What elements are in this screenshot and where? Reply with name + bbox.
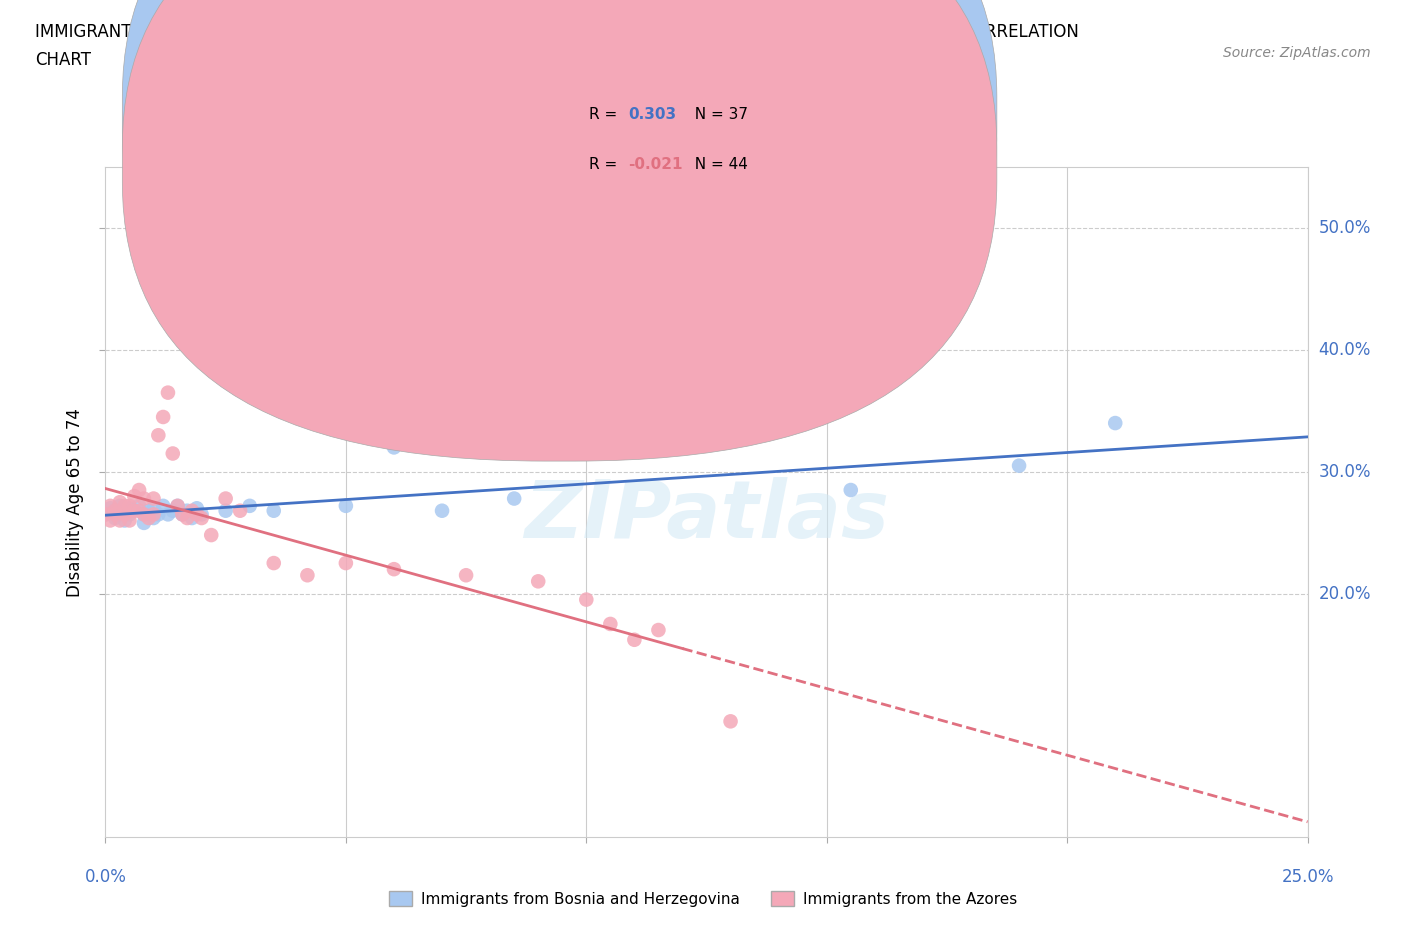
- Point: [172, 507, 194, 522]
- Point: [335, 555, 357, 570]
- Point: [156, 507, 179, 522]
- Point: [108, 495, 131, 510]
- Point: [152, 498, 174, 513]
- Text: N = 37: N = 37: [685, 107, 748, 122]
- Point: [104, 503, 127, 518]
- Point: [454, 568, 477, 583]
- Point: [190, 507, 212, 522]
- Text: 50.0%: 50.0%: [1319, 219, 1371, 237]
- Point: [142, 491, 165, 506]
- Point: [297, 568, 319, 583]
- Point: [382, 440, 405, 455]
- Point: [108, 498, 131, 513]
- Point: [142, 507, 165, 522]
- Text: -0.021: -0.021: [628, 157, 683, 172]
- Point: [181, 511, 204, 525]
- Point: [186, 507, 208, 522]
- Point: [94, 507, 117, 522]
- Point: [647, 622, 669, 637]
- Point: [132, 515, 155, 530]
- Point: [839, 483, 862, 498]
- Point: [114, 507, 136, 522]
- Point: [229, 503, 252, 518]
- Point: [142, 511, 165, 525]
- Point: [98, 501, 121, 516]
- Point: [527, 574, 550, 589]
- Text: IMMIGRANTS FROM BOSNIA AND HERZEGOVINA VS IMMIGRANTS FROM THE AZORES DISABILITY : IMMIGRANTS FROM BOSNIA AND HERZEGOVINA V…: [35, 23, 1078, 41]
- Point: [186, 501, 208, 516]
- Legend: Immigrants from Bosnia and Herzegovina, Immigrants from the Azores: Immigrants from Bosnia and Herzegovina, …: [382, 885, 1024, 913]
- Text: 0.303: 0.303: [628, 107, 676, 122]
- Point: [214, 503, 236, 518]
- Point: [720, 714, 742, 729]
- Point: [108, 507, 131, 522]
- Text: CHART: CHART: [35, 51, 91, 69]
- Point: [152, 409, 174, 424]
- Text: Source: ZipAtlas.com: Source: ZipAtlas.com: [1223, 46, 1371, 60]
- Point: [114, 498, 136, 513]
- Point: [162, 446, 184, 461]
- Point: [190, 511, 212, 525]
- Point: [108, 513, 131, 528]
- Point: [118, 513, 141, 528]
- Point: [148, 507, 170, 522]
- Point: [104, 507, 127, 522]
- Point: [162, 503, 184, 518]
- Point: [94, 507, 117, 522]
- Point: [335, 498, 357, 513]
- Point: [575, 592, 598, 607]
- Point: [124, 503, 146, 518]
- Point: [118, 498, 141, 513]
- Point: [104, 503, 127, 518]
- Point: [239, 498, 262, 513]
- Point: [176, 511, 198, 525]
- Point: [98, 498, 121, 513]
- Y-axis label: Disability Age 65 to 74: Disability Age 65 to 74: [66, 407, 84, 597]
- Point: [181, 503, 204, 518]
- Point: [124, 503, 146, 518]
- Text: N = 44: N = 44: [685, 157, 748, 172]
- Point: [430, 503, 453, 518]
- Point: [166, 498, 188, 513]
- Point: [503, 491, 526, 506]
- Point: [124, 488, 146, 503]
- Text: 30.0%: 30.0%: [1319, 463, 1371, 481]
- Point: [132, 491, 155, 506]
- Point: [263, 555, 285, 570]
- Point: [382, 562, 405, 577]
- Point: [98, 513, 121, 528]
- Point: [599, 617, 621, 631]
- Point: [166, 498, 188, 513]
- Point: [623, 632, 645, 647]
- Point: [132, 507, 155, 522]
- Text: R =: R =: [589, 107, 623, 122]
- Point: [128, 503, 150, 518]
- Text: ZIPatlas: ZIPatlas: [524, 476, 889, 554]
- Point: [148, 428, 170, 443]
- Text: R =: R =: [589, 157, 623, 172]
- Point: [142, 501, 165, 516]
- Point: [1104, 416, 1126, 431]
- Point: [128, 483, 150, 498]
- Point: [176, 503, 198, 518]
- Point: [128, 498, 150, 513]
- Point: [1008, 458, 1031, 473]
- Point: [138, 511, 160, 525]
- Point: [200, 527, 222, 542]
- Point: [172, 507, 194, 522]
- Text: 40.0%: 40.0%: [1319, 341, 1371, 359]
- Point: [104, 511, 127, 525]
- Text: 20.0%: 20.0%: [1319, 585, 1371, 603]
- Point: [214, 491, 236, 506]
- Point: [156, 385, 179, 400]
- Point: [263, 503, 285, 518]
- Point: [118, 501, 141, 516]
- Point: [114, 503, 136, 518]
- Point: [114, 513, 136, 528]
- Point: [118, 507, 141, 522]
- Point: [132, 507, 155, 522]
- Text: 25.0%: 25.0%: [1281, 868, 1334, 885]
- Point: [138, 503, 160, 518]
- Text: 0.0%: 0.0%: [84, 868, 127, 885]
